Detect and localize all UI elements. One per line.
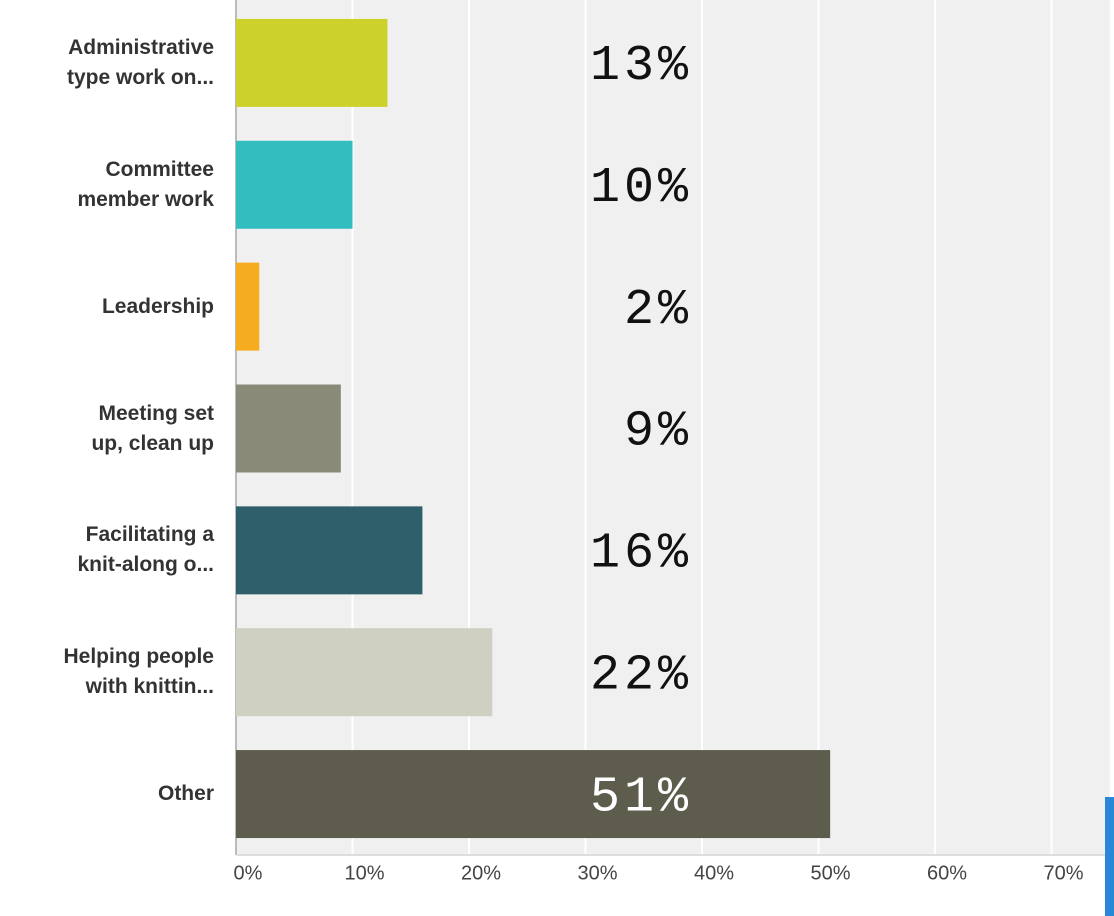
bar — [236, 750, 831, 839]
y-tick-label: Helping people with knittin... — [63, 645, 214, 699]
x-tick-label: 30% — [577, 862, 617, 884]
x-tick-label: 10% — [344, 862, 384, 884]
x-tick-label: 70% — [1043, 862, 1083, 884]
data-label: 51% — [590, 769, 692, 826]
y-tick-label: Committee member work — [77, 157, 214, 211]
bar — [236, 506, 423, 595]
x-tick-label: 40% — [694, 862, 734, 884]
y-tick-label: Meeting set up, clean up — [91, 401, 214, 455]
data-label: 16% — [590, 526, 692, 583]
data-label: 9% — [624, 404, 692, 461]
bar — [236, 140, 353, 229]
y-tick-label: Leadership — [101, 294, 214, 318]
bar — [236, 262, 260, 351]
data-label: 22% — [590, 647, 692, 704]
y-tick-label: Other — [157, 782, 214, 806]
x-tick-label: 50% — [810, 862, 850, 884]
scrollbar — [1105, 797, 1114, 916]
y-tick-label: Administrative type work on... — [66, 35, 214, 89]
x-tick-label: 60% — [927, 862, 967, 884]
x-tick-label: 20% — [461, 862, 501, 884]
x-tick-label: 0% — [234, 862, 263, 884]
bar — [236, 18, 388, 107]
data-label: 2% — [624, 282, 692, 339]
data-label: 10% — [590, 160, 692, 217]
bar — [236, 628, 493, 717]
data-label: 13% — [590, 38, 692, 95]
bar — [236, 384, 341, 473]
y-tick-label: Facilitating a knit-along o... — [77, 523, 215, 577]
